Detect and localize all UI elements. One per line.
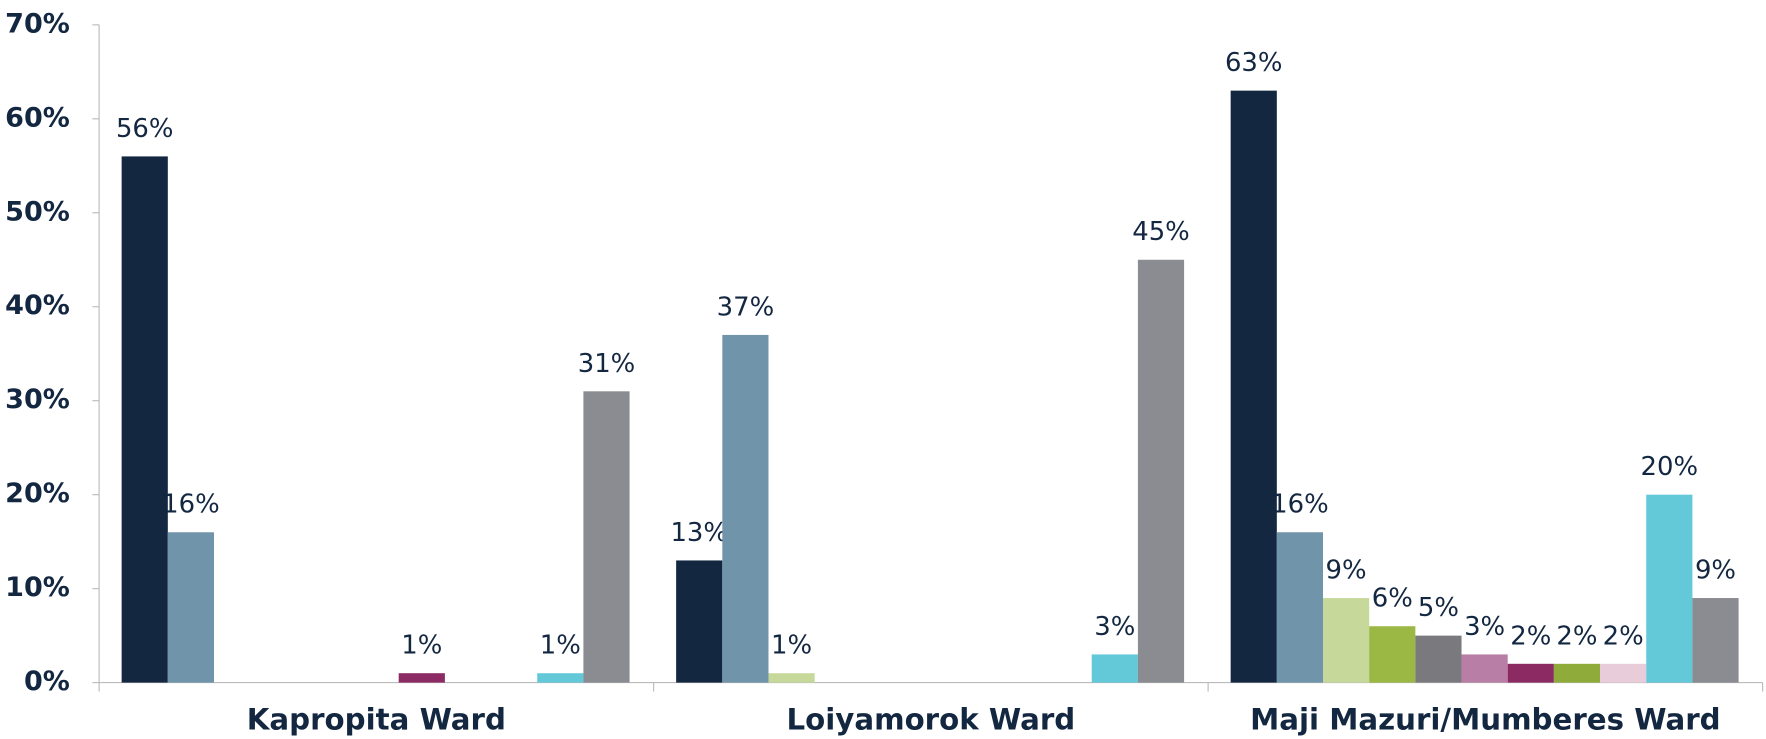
bar: [1507, 663, 1554, 683]
value-label: 13%: [670, 518, 728, 548]
value-label: 1%: [401, 631, 442, 661]
value-label: 3%: [1464, 612, 1505, 642]
bar: [583, 391, 630, 683]
bar: [1553, 663, 1601, 683]
bar: [398, 673, 445, 683]
bar: [121, 156, 168, 683]
value-label: 37%: [717, 292, 775, 322]
y-tick-label: 30%: [5, 384, 70, 415]
bar: [1461, 654, 1508, 683]
bar: [676, 560, 723, 683]
y-tick-label: 0%: [24, 666, 70, 697]
x-tick-label: Loiyamorok Ward: [786, 702, 1075, 736]
bar: [167, 532, 214, 683]
value-label: 31%: [578, 349, 636, 379]
value-label: 2%: [1603, 621, 1644, 651]
y-tick-label: 20%: [5, 478, 70, 509]
x-tick-label: Kapropita Ward: [247, 702, 506, 736]
bar: [1137, 259, 1185, 683]
value-label: 1%: [540, 631, 581, 661]
value-label: 3%: [1094, 612, 1135, 642]
bar: [1230, 90, 1277, 683]
bar: [1692, 598, 1739, 683]
y-tick-label: 10%: [5, 572, 70, 603]
x-tick-label: Maji Mazuri/Mumberes Ward: [1250, 702, 1721, 736]
bar: [768, 673, 815, 683]
y-tick-label: 70%: [5, 8, 70, 39]
value-label: 5%: [1418, 593, 1459, 623]
y-tick-label: 40%: [5, 290, 70, 321]
value-label: 2%: [1510, 621, 1551, 651]
value-label: 16%: [162, 490, 220, 520]
bar: [1646, 494, 1693, 683]
value-label: 9%: [1695, 556, 1736, 586]
bar: [1091, 654, 1138, 683]
value-label: 2%: [1556, 621, 1597, 651]
bar: [1369, 626, 1416, 683]
bar: [1276, 532, 1323, 683]
value-label: 63%: [1225, 48, 1283, 78]
bar: [1600, 663, 1647, 683]
bar: [537, 673, 584, 683]
value-label: 45%: [1132, 217, 1190, 247]
bar: [1415, 635, 1462, 683]
y-tick-label: 50%: [5, 196, 70, 227]
value-label: 1%: [771, 631, 812, 661]
value-label: 16%: [1271, 490, 1329, 520]
value-label: 56%: [116, 114, 174, 144]
bar: [1322, 598, 1370, 683]
value-label: 9%: [1326, 556, 1367, 586]
value-label: 6%: [1372, 584, 1413, 614]
y-tick-label: 60%: [5, 102, 70, 133]
bar: [722, 334, 769, 683]
value-label: 20%: [1641, 452, 1699, 482]
